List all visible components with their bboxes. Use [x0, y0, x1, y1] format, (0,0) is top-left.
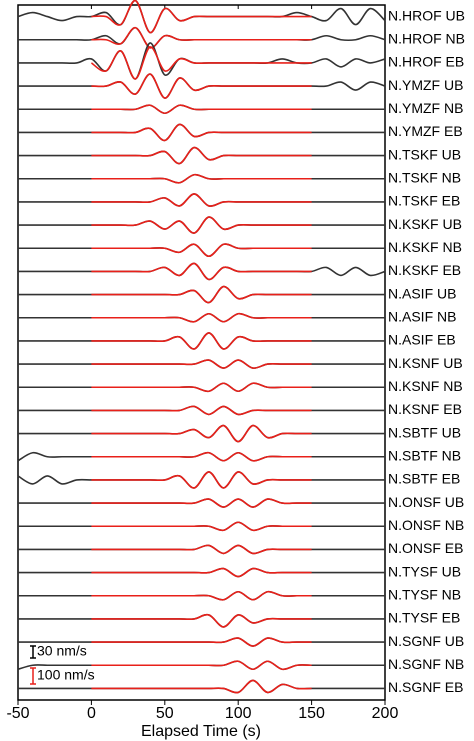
- synthetic-trace: [91, 521, 312, 532]
- trace-label: N.ONSF UB: [388, 494, 464, 510]
- synthetic-trace: [91, 471, 312, 489]
- trace-label: N.SGNF UB: [388, 633, 464, 649]
- trace-label: N.TSKF NB: [388, 169, 461, 185]
- synthetic-trace: [91, 104, 312, 115]
- trace-label: N.ONSF NB: [388, 517, 464, 533]
- synthetic-trace: [91, 498, 312, 508]
- x-tick-label: 100: [225, 705, 252, 722]
- scale-bar-label: 30 nm/s: [37, 643, 87, 659]
- observed-trace: [18, 285, 385, 304]
- synthetic-trace: [91, 216, 312, 234]
- trace-label: N.TSKF UB: [388, 146, 461, 162]
- trace-label: N.YMZF UB: [388, 77, 463, 93]
- synthetic-trace: [91, 26, 312, 49]
- trace-label: N.KSNF NB: [388, 378, 463, 394]
- synthetic-trace: [91, 123, 312, 142]
- trace-label: N.ASIF UB: [388, 285, 456, 301]
- synthetic-trace: [91, 193, 312, 207]
- trace-label: N.TYSF EB: [388, 610, 460, 626]
- synthetic-trace: [91, 285, 312, 304]
- synthetic-trace: [91, 312, 312, 323]
- trace-label: N.ASIF EB: [388, 332, 456, 348]
- synthetic-trace: [91, 637, 312, 647]
- synthetic-trace: [91, 451, 312, 462]
- scale-bar-label: 100 nm/s: [37, 667, 95, 683]
- trace-label: N.KSNF UB: [388, 355, 463, 371]
- trace-label: N.TYSF NB: [388, 586, 461, 602]
- synthetic-trace: [91, 679, 312, 694]
- plot-frame: [17, 4, 386, 701]
- synthetic-trace: [91, 567, 312, 578]
- trace-label: N.SBTF UB: [388, 424, 461, 440]
- trace-label: N.ONSF EB: [388, 540, 463, 556]
- x-tick-label: 50: [156, 705, 174, 722]
- trace-label: N.HROF UB: [388, 7, 465, 23]
- synthetic-trace: [91, 243, 312, 258]
- synthetic-trace: [91, 146, 312, 165]
- trace-label: N.KSKF UB: [388, 216, 462, 232]
- x-axis-title: Elapsed Time (s): [141, 723, 261, 740]
- trace-label: N.HROF NB: [388, 30, 465, 46]
- observed-trace: [18, 26, 386, 49]
- trace-label: N.KSNF EB: [388, 401, 462, 417]
- trace-label: N.YMZF EB: [388, 123, 463, 139]
- observed-trace: [17, 42, 386, 80]
- synthetic-trace: [91, 590, 312, 601]
- trace-label: N.SGNF NB: [388, 656, 464, 672]
- synthetic-trace: [91, 0, 312, 34]
- trace-label: N.YMZF NB: [388, 100, 463, 116]
- observed-trace: [18, 123, 385, 142]
- trace-label: N.KSKF NB: [388, 239, 462, 255]
- synthetic-trace: [91, 332, 312, 350]
- synthetic-trace: [91, 405, 312, 416]
- observed-trace: [17, 146, 385, 165]
- trace-label: N.SBTF NB: [388, 447, 461, 463]
- synthetic-trace: [91, 173, 312, 184]
- observed-trace: [18, 73, 386, 99]
- trace-label: N.TYSF UB: [388, 563, 461, 579]
- synthetic-trace: [91, 73, 312, 99]
- x-tick-label: 150: [298, 705, 325, 722]
- synthetic-trace: [91, 424, 312, 443]
- synthetic-trace: [90, 46, 312, 80]
- trace-label: N.ASIF NB: [388, 308, 456, 324]
- x-tick-label: 200: [372, 705, 399, 722]
- synthetic-trace: [91, 660, 312, 671]
- synthetic-trace: [91, 359, 312, 369]
- trace-label: N.TSKF EB: [388, 193, 460, 209]
- synthetic-trace: [91, 613, 312, 628]
- trace-label: N.SGNF EB: [388, 679, 463, 695]
- synthetic-trace: [91, 262, 312, 281]
- trace-label: N.KSKF EB: [388, 262, 461, 278]
- trace-label: N.HROF EB: [388, 54, 464, 70]
- synthetic-trace: [91, 544, 312, 555]
- synthetic-trace: [91, 382, 312, 393]
- x-tick-label: -50: [6, 705, 29, 722]
- x-tick-label: 0: [87, 705, 96, 722]
- trace-label: N.SBTF EB: [388, 471, 460, 487]
